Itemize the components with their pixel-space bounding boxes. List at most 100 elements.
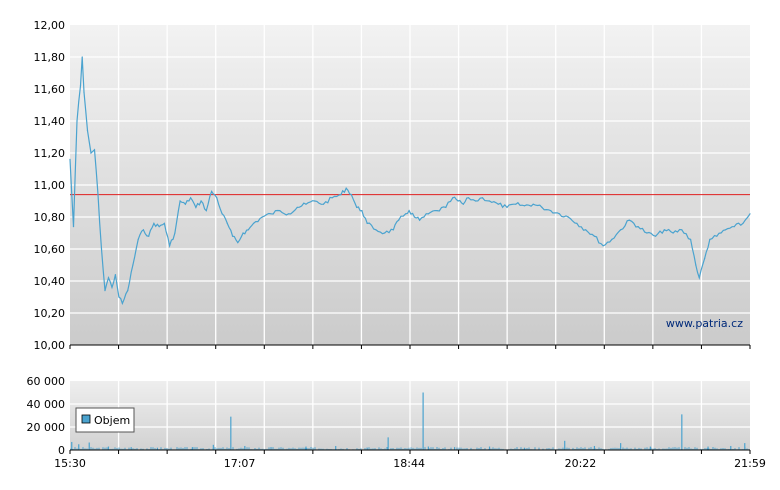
price-point [97,194,99,196]
price-point [104,290,106,292]
price-point [132,264,134,266]
price-point [314,200,316,202]
price-point [340,194,342,196]
x-tick-label: 21:59 [734,457,766,470]
x-tick-label: 20:22 [565,457,597,470]
price-point [646,232,648,234]
price-point [205,210,207,212]
volume-x-axis: 15:30 17:07 18:44 20:22 21:59 [54,450,766,470]
price-point [532,203,534,205]
price-point [481,197,484,199]
price-y-tick-label: 11,60 [34,83,66,96]
price-point [190,197,192,199]
price-point [663,229,665,231]
price-point [593,235,596,237]
price-point [252,222,255,224]
price-point [398,219,400,221]
price-y-tick-label: 10,40 [34,275,66,288]
volume-y-tick-label: 20 000 [27,421,66,434]
price-point [488,200,491,202]
volume-panel: 0 20 000 40 000 60 000 15:30 17:07 18:44 20:22… [27,375,766,470]
price-point [620,229,622,231]
price-point [445,206,447,208]
price-point [184,203,186,205]
x-tick-label: 15:30 [54,457,86,470]
price-point [237,242,239,244]
price-point [515,203,517,205]
price-point [350,194,353,196]
price-point [695,264,697,266]
price-y-tick-label: 10,80 [34,211,66,224]
price-point [576,222,578,224]
price-point [724,229,727,231]
price-point [90,152,92,154]
price-point [375,229,377,231]
price-point [69,158,71,160]
price-point [405,213,407,215]
price-point [742,222,744,224]
price-point [279,210,281,212]
price-point [716,235,718,237]
price-point [100,248,103,250]
price-point [142,229,145,231]
price-point [111,286,113,288]
price-point [497,203,499,205]
price-y-tick-label: 10,60 [34,243,66,256]
price-point [366,222,368,224]
price-point [541,206,543,208]
price-point [242,232,244,234]
price-point [611,238,613,240]
watermark: www.patria.cz [666,317,743,330]
legend-swatch [81,414,91,424]
price-point [93,149,96,151]
price-point [114,274,117,276]
price-point [179,200,181,202]
price-point [585,229,587,231]
price-point [231,235,234,237]
price-point [163,222,165,224]
price-y-tick-label: 11,40 [34,115,66,128]
price-y-tick-label: 10,20 [34,307,66,320]
price-point [550,210,552,212]
price-point [506,206,508,208]
price-point [296,206,298,208]
volume-y-tick-label: 60 000 [27,375,66,388]
price-panel: 10,00 10,20 10,40 10,60 10,80 11,00 11,20 11,40… [34,19,751,352]
price-point [200,200,202,202]
price-point [345,187,347,189]
volume-grid [70,381,750,450]
price-point [567,216,569,218]
volume-y-tick-label: 40 000 [27,398,66,411]
price-point [153,222,155,224]
volume-legend: Objem [75,407,135,433]
price-point [681,229,683,231]
price-point [270,213,272,215]
price-point [356,206,358,208]
price-point [322,203,325,205]
price-point [118,296,120,298]
price-point [467,197,470,199]
price-point [137,238,139,240]
price-point [287,213,290,215]
volume-y-tick-label: 0 [58,444,65,457]
price-point [195,206,197,208]
price-point [419,219,421,221]
price-point [331,197,333,199]
price-point [158,226,160,228]
price-point [672,232,674,234]
price-point [733,226,735,228]
x-tick-label: 17:07 [224,457,256,470]
price-point [107,277,110,279]
price-point [169,245,171,247]
price-point [462,203,464,205]
price-point [698,277,700,279]
price-point [79,85,82,87]
price-point [210,190,213,192]
price-point [637,226,639,228]
price-point [474,200,477,202]
price-point [523,205,526,207]
price-point [361,210,363,212]
legend-label: Objem [94,414,130,427]
price-point [226,222,228,224]
price-point [558,213,561,215]
